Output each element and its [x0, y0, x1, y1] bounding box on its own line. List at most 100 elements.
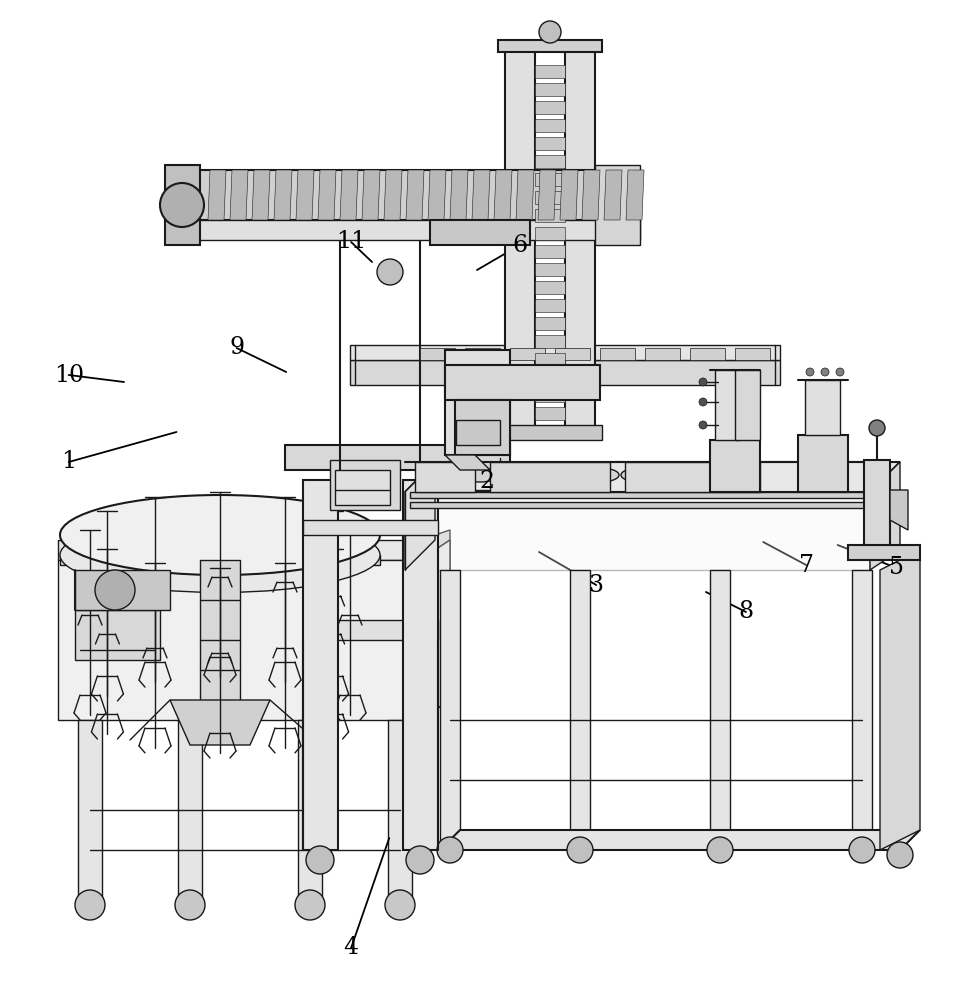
Polygon shape	[303, 480, 337, 850]
Polygon shape	[516, 170, 534, 220]
Text: 1: 1	[61, 450, 76, 474]
Polygon shape	[428, 170, 446, 220]
Polygon shape	[335, 470, 390, 505]
Polygon shape	[230, 170, 248, 220]
Polygon shape	[709, 570, 729, 850]
Ellipse shape	[460, 468, 498, 482]
Polygon shape	[714, 370, 740, 440]
Polygon shape	[274, 170, 292, 220]
Polygon shape	[472, 170, 490, 220]
Polygon shape	[419, 348, 455, 360]
Polygon shape	[581, 170, 599, 220]
Polygon shape	[497, 425, 601, 440]
Polygon shape	[535, 65, 564, 78]
Polygon shape	[851, 570, 871, 850]
Polygon shape	[494, 170, 512, 220]
Polygon shape	[504, 50, 535, 430]
Polygon shape	[439, 570, 459, 850]
Circle shape	[306, 846, 334, 874]
Text: 7: 7	[798, 554, 813, 576]
Polygon shape	[535, 155, 564, 168]
Polygon shape	[599, 348, 635, 360]
Polygon shape	[444, 350, 510, 455]
Polygon shape	[415, 462, 475, 492]
Polygon shape	[178, 720, 202, 900]
Ellipse shape	[580, 468, 618, 482]
Polygon shape	[535, 209, 564, 222]
Circle shape	[538, 21, 560, 43]
Polygon shape	[535, 173, 564, 186]
Polygon shape	[569, 570, 589, 850]
Polygon shape	[419, 530, 450, 560]
Polygon shape	[535, 371, 564, 384]
Polygon shape	[58, 540, 419, 560]
Polygon shape	[709, 440, 760, 492]
Text: 6: 6	[512, 233, 527, 256]
Polygon shape	[535, 389, 564, 402]
Ellipse shape	[620, 468, 659, 482]
Polygon shape	[402, 480, 437, 850]
Polygon shape	[330, 460, 399, 510]
Polygon shape	[444, 365, 599, 400]
Polygon shape	[303, 620, 437, 640]
Polygon shape	[361, 170, 379, 220]
Polygon shape	[595, 165, 639, 245]
Circle shape	[699, 378, 706, 386]
Polygon shape	[624, 462, 760, 492]
Polygon shape	[564, 50, 595, 430]
Polygon shape	[734, 370, 760, 440]
Circle shape	[848, 837, 874, 863]
Polygon shape	[419, 540, 450, 720]
Polygon shape	[689, 348, 724, 360]
Polygon shape	[535, 335, 564, 348]
Polygon shape	[60, 555, 379, 565]
Polygon shape	[510, 348, 544, 360]
Polygon shape	[535, 137, 564, 150]
Polygon shape	[804, 380, 840, 435]
Text: 9: 9	[229, 336, 244, 360]
Polygon shape	[869, 462, 899, 570]
Circle shape	[75, 890, 105, 920]
Circle shape	[706, 837, 732, 863]
Circle shape	[699, 421, 706, 429]
Polygon shape	[410, 502, 869, 508]
Circle shape	[821, 368, 828, 376]
Polygon shape	[406, 170, 423, 220]
Polygon shape	[535, 317, 564, 330]
Circle shape	[436, 837, 462, 863]
Polygon shape	[497, 40, 601, 52]
Text: 3: 3	[588, 574, 603, 596]
Polygon shape	[58, 560, 419, 720]
Text: 5: 5	[888, 556, 903, 580]
Polygon shape	[535, 101, 564, 114]
Polygon shape	[535, 353, 564, 366]
Polygon shape	[535, 227, 564, 240]
Polygon shape	[797, 435, 847, 492]
Polygon shape	[456, 420, 499, 445]
Ellipse shape	[60, 495, 379, 575]
Text: 11: 11	[335, 231, 366, 253]
Circle shape	[805, 368, 813, 376]
Polygon shape	[75, 570, 170, 610]
Circle shape	[868, 420, 884, 436]
Polygon shape	[734, 348, 769, 360]
Text: 8: 8	[738, 600, 753, 624]
Polygon shape	[535, 407, 564, 420]
Polygon shape	[350, 345, 780, 360]
Polygon shape	[559, 170, 578, 220]
Polygon shape	[430, 220, 530, 245]
Circle shape	[160, 183, 204, 227]
Polygon shape	[350, 360, 780, 385]
Polygon shape	[535, 245, 564, 258]
Polygon shape	[388, 720, 412, 900]
Ellipse shape	[60, 518, 379, 592]
Polygon shape	[444, 455, 490, 470]
Polygon shape	[297, 720, 322, 900]
Polygon shape	[194, 170, 639, 220]
Polygon shape	[208, 170, 226, 220]
Text: 10: 10	[53, 363, 84, 386]
Polygon shape	[455, 400, 510, 455]
Ellipse shape	[540, 468, 578, 482]
Circle shape	[294, 890, 325, 920]
Polygon shape	[879, 550, 919, 850]
